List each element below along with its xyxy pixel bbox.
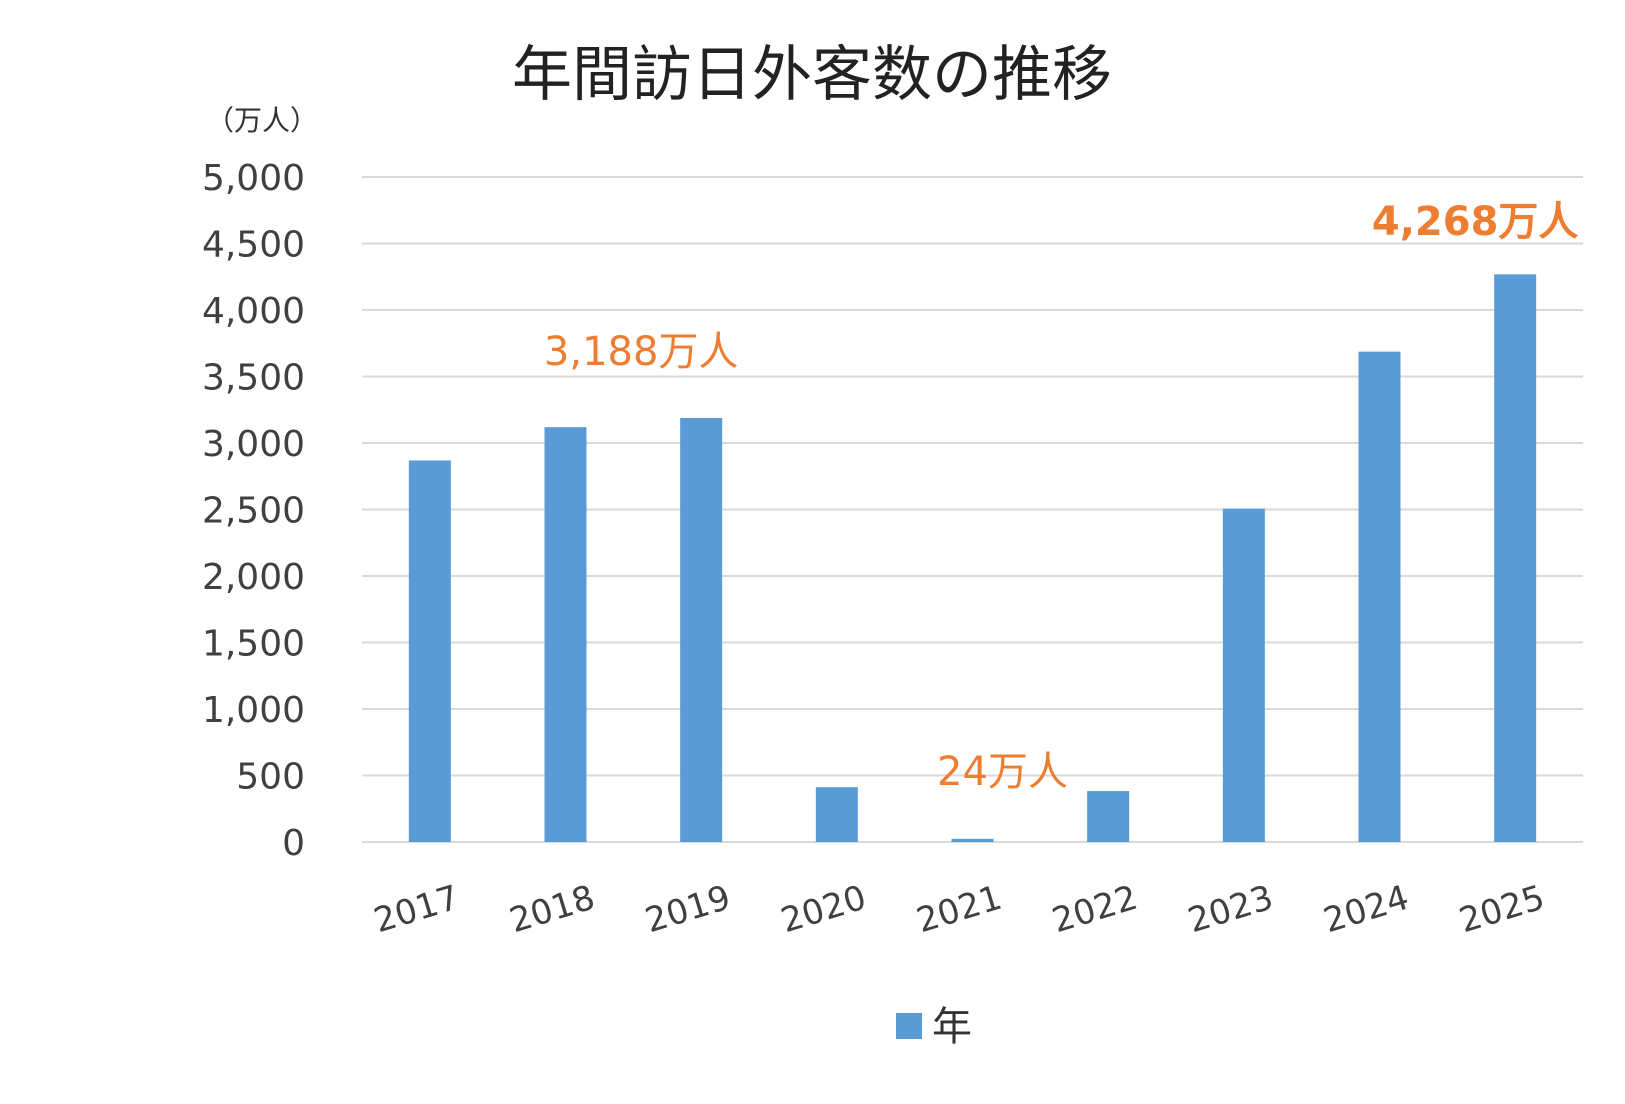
x-tick-label: 2022 xyxy=(1048,878,1142,942)
bars xyxy=(408,274,1537,843)
bar-2019 xyxy=(680,417,723,842)
y-tick-label: 1,500 xyxy=(202,624,305,665)
bar-2025 xyxy=(1494,274,1537,843)
x-tick-label: 2018 xyxy=(505,878,599,942)
y-tick-label: 500 xyxy=(236,757,305,798)
bar-2018 xyxy=(544,427,587,842)
bar-2020 xyxy=(815,787,858,842)
y-tick-label: 4,000 xyxy=(202,291,305,332)
x-tick-label: 2021 xyxy=(912,878,1006,942)
annotations: 3,188万人 24万人 4,268万人 xyxy=(544,199,1579,795)
y-tick-label: 3,000 xyxy=(202,424,305,465)
bar-2022 xyxy=(1087,791,1130,842)
x-tick-label: 2024 xyxy=(1319,878,1413,942)
y-tick-label: 2,000 xyxy=(202,557,305,598)
chart-title: 年間訪日外客数の推移 xyxy=(512,40,1112,110)
data-annotation: 24万人 xyxy=(937,749,1068,795)
x-tick-label: 2019 xyxy=(641,878,735,942)
legend-label: 年 xyxy=(932,1004,972,1050)
legend: 年 xyxy=(896,1004,972,1050)
y-tick-label: 2,500 xyxy=(202,491,305,532)
y-tick-label: 1,000 xyxy=(202,690,305,731)
y-axis-ticks: 0 500 1,000 1,500 2,000 2,500 3,000 3,500 4,000 4… xyxy=(202,158,305,864)
bar-2017 xyxy=(408,460,451,842)
bar-2021 xyxy=(951,838,994,842)
bar-2024 xyxy=(1358,351,1401,842)
y-tick-label: 0 xyxy=(282,823,305,864)
y-unit-label: （万人） xyxy=(206,104,318,137)
data-annotation: 4,268万人 xyxy=(1372,199,1579,245)
y-tick-label: 5,000 xyxy=(202,158,305,199)
x-tick-label: 2020 xyxy=(776,878,870,942)
x-tick-label: 2017 xyxy=(369,878,463,942)
bar-2023 xyxy=(1222,508,1265,842)
data-annotation: 3,188万人 xyxy=(544,329,739,375)
y-tick-label: 4,500 xyxy=(202,225,305,266)
x-tick-label: 2025 xyxy=(1455,878,1549,942)
y-tick-label: 3,500 xyxy=(202,358,305,399)
legend-swatch xyxy=(896,1013,922,1039)
x-axis-ticks: 2017 2018 2019 2020 2021 2022 2023 2024 2025 xyxy=(369,878,1549,942)
x-tick-label: 2023 xyxy=(1183,878,1277,942)
